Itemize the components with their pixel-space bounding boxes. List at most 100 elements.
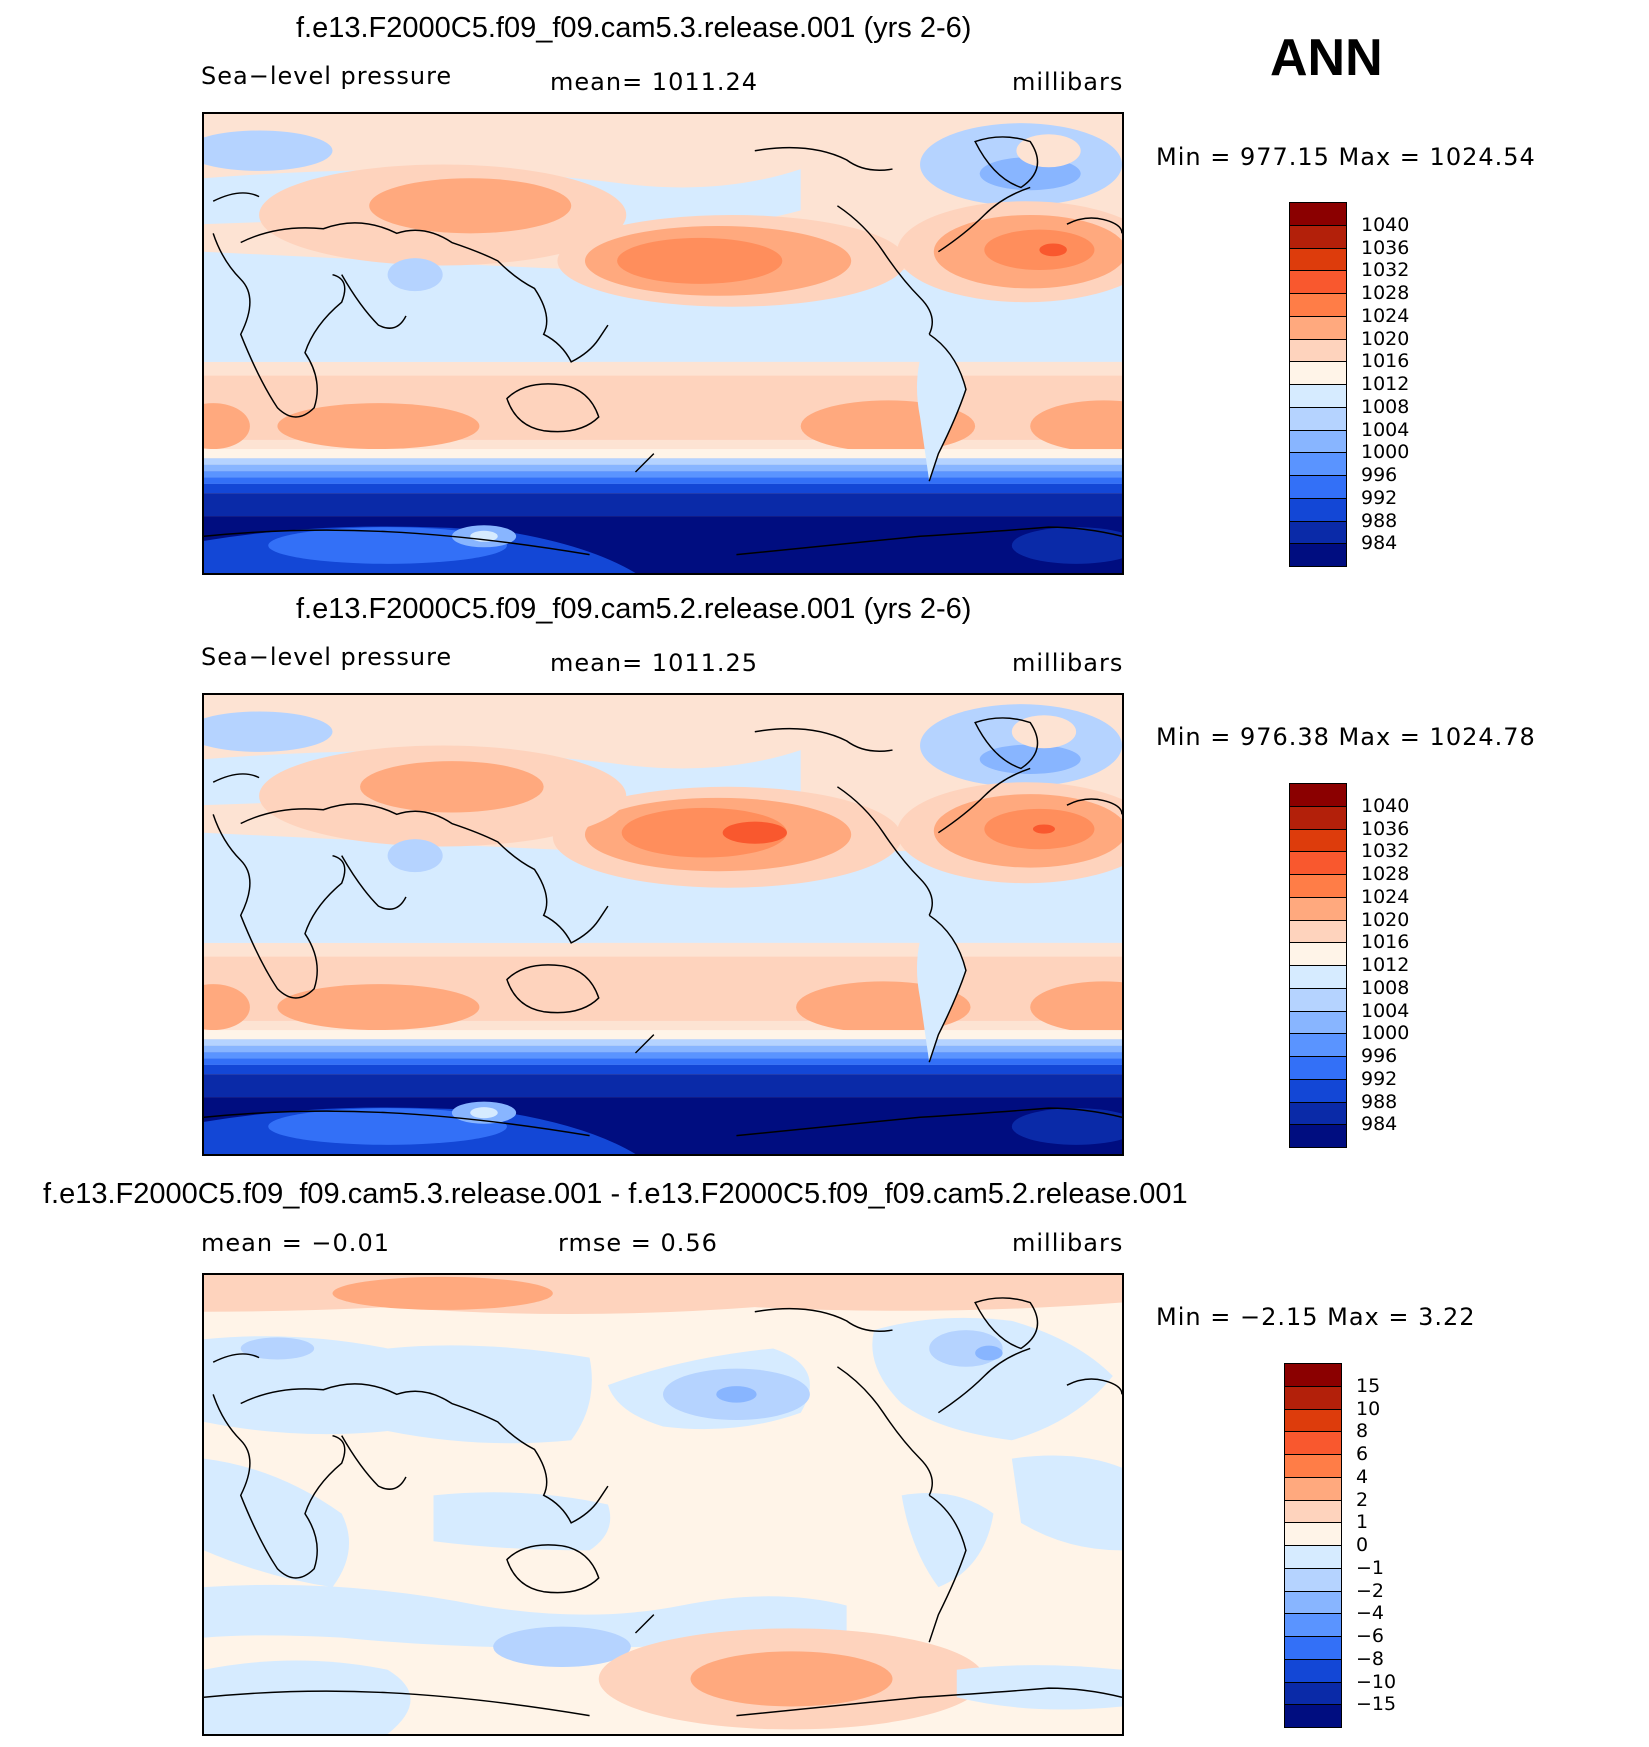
season-label: ANN — [1270, 29, 1383, 87]
colorbar-label: 1024 — [1361, 304, 1410, 327]
colorbar-swatch — [1289, 475, 1347, 499]
colorbar-swatch — [1289, 987, 1347, 1012]
colorbar-swatch — [1284, 1431, 1342, 1455]
panel3-units: millibars — [1012, 1229, 1124, 1257]
colorbar-label: 1 — [1356, 1511, 1369, 1534]
panel3-mean: mean = −0.01 — [201, 1229, 390, 1257]
panel2-minmax: Min = 976.38 Max = 1024.78 — [1156, 723, 1536, 751]
colorbar-swatch — [1289, 1124, 1347, 1148]
colorbar-swatch — [1289, 1078, 1347, 1103]
colorbar-swatch — [1284, 1522, 1342, 1546]
colorbar-swatch — [1289, 851, 1347, 875]
colorbar-label: 2 — [1356, 1488, 1369, 1511]
colorbar-label: −6 — [1356, 1625, 1385, 1647]
colorbar-swatch — [1289, 361, 1347, 385]
colorbar-label: 984 — [1361, 1113, 1398, 1136]
colorbar-label: 992 — [1361, 1067, 1398, 1090]
colorbar-label: 1000 — [1361, 1022, 1410, 1045]
colorbar-swatch — [1284, 1499, 1342, 1524]
colorbar-label: 1032 — [1361, 840, 1410, 863]
colorbar-label: 8 — [1356, 1420, 1369, 1443]
colorbar-label: 10 — [1356, 1397, 1381, 1420]
colorbar-swatch — [1284, 1636, 1342, 1660]
colorbar-label: 1012 — [1361, 954, 1410, 976]
colorbar-label: 984 — [1361, 532, 1398, 555]
colorbar-label: 15 — [1356, 1374, 1381, 1397]
colorbar-label: 1008 — [1361, 395, 1410, 418]
colorbar-swatch — [1289, 919, 1347, 944]
colorbar-swatch — [1289, 896, 1347, 921]
colorbar-swatch — [1289, 942, 1347, 966]
colorbar-label: 1036 — [1361, 236, 1410, 259]
colorbar-label: −4 — [1356, 1602, 1385, 1625]
colorbar-label: 6 — [1356, 1443, 1369, 1465]
colorbar-swatch — [1289, 497, 1347, 522]
colorbar-label: −15 — [1356, 1693, 1397, 1716]
colorbar-swatch — [1289, 1056, 1347, 1080]
colorbar-swatch — [1284, 1385, 1342, 1410]
panel1-minmax: Min = 977.15 Max = 1024.54 — [1156, 143, 1536, 171]
panel3-rmse: rmse = 0.56 — [558, 1229, 718, 1257]
colorbar-swatch — [1289, 293, 1347, 317]
colorbar-label: 1016 — [1361, 350, 1410, 373]
panel1-left-label: Sea−level pressure — [201, 62, 453, 90]
colorbar-swatch — [1289, 270, 1347, 294]
panel3-title: f.e13.F2000C5.f09_f09.cam5.3.release.001… — [43, 1178, 1188, 1210]
colorbar-swatch — [1289, 406, 1347, 431]
colorbar-label: 4 — [1356, 1465, 1369, 1488]
colorbar-swatch — [1289, 783, 1347, 807]
colorbar-label: 1004 — [1361, 418, 1410, 441]
panel2-title: f.e13.F2000C5.f09_f09.cam5.2.release.001… — [296, 593, 972, 625]
colorbar-swatch — [1284, 1476, 1342, 1501]
colorbar-label: 988 — [1361, 1090, 1398, 1113]
panel1-colorbar: 1040 1036 1032 1028 1024 1020 1016 1012 1008 1004… — [1289, 202, 1429, 567]
colorbar-label: 1028 — [1361, 282, 1410, 304]
panel1-map — [202, 112, 1124, 575]
colorbar-label: 1028 — [1361, 863, 1410, 885]
colorbar-swatch — [1289, 543, 1347, 567]
colorbar-swatch — [1289, 1101, 1347, 1126]
colorbar-label: 996 — [1361, 1045, 1398, 1067]
panel2-colorbar: 1040 1036 1032 1028 1024 1020 1016 1012 1008 1004… — [1289, 783, 1429, 1148]
colorbar-swatch — [1284, 1704, 1342, 1728]
colorbar-swatch — [1284, 1408, 1342, 1433]
colorbar-swatch — [1289, 805, 1347, 830]
colorbar-label: 988 — [1361, 509, 1398, 532]
colorbar-label: 992 — [1361, 486, 1398, 509]
colorbar-swatch — [1289, 874, 1347, 898]
colorbar-swatch — [1289, 828, 1347, 853]
colorbar-label: 1020 — [1361, 908, 1410, 931]
colorbar-swatch — [1289, 429, 1347, 454]
colorbar-swatch — [1289, 1010, 1347, 1035]
colorbar-label: 1032 — [1361, 259, 1410, 282]
colorbar-label: −1 — [1356, 1556, 1385, 1579]
colorbar-label: 1004 — [1361, 999, 1410, 1022]
panel2-mean: mean= 1011.25 — [550, 649, 759, 677]
colorbar-swatch — [1284, 1613, 1342, 1637]
colorbar-swatch — [1284, 1567, 1342, 1592]
colorbar-label: 1040 — [1361, 794, 1410, 817]
colorbar-swatch — [1289, 965, 1347, 989]
colorbar-swatch — [1289, 338, 1347, 363]
panel3-colorbar: 15 10 8 6 4 2 1 0 −1 −2 −4 −6 −8 −10 −15 — [1284, 1363, 1424, 1728]
colorbar-label: 1024 — [1361, 885, 1410, 908]
colorbar-label: 1000 — [1361, 441, 1410, 464]
panel1-units: millibars — [1012, 68, 1124, 96]
panel1-title: f.e13.F2000C5.f09_f09.cam5.3.release.001… — [296, 12, 972, 44]
colorbar-label: −10 — [1356, 1670, 1397, 1693]
panel3-map — [202, 1273, 1124, 1736]
colorbar-swatch — [1289, 452, 1347, 476]
colorbar-label: −2 — [1356, 1579, 1385, 1602]
colorbar-label: 1036 — [1361, 817, 1410, 840]
colorbar-swatch — [1289, 247, 1347, 272]
colorbar-swatch — [1284, 1454, 1342, 1478]
panel2-units: millibars — [1012, 649, 1124, 677]
colorbar-label: 1012 — [1361, 373, 1410, 395]
colorbar-swatch — [1289, 315, 1347, 340]
colorbar-swatch — [1289, 520, 1347, 545]
colorbar-swatch — [1284, 1590, 1342, 1615]
colorbar-swatch — [1289, 1033, 1347, 1057]
colorbar-label: 0 — [1356, 1534, 1369, 1556]
colorbar-label: 1016 — [1361, 931, 1410, 954]
colorbar-swatch — [1289, 224, 1347, 249]
